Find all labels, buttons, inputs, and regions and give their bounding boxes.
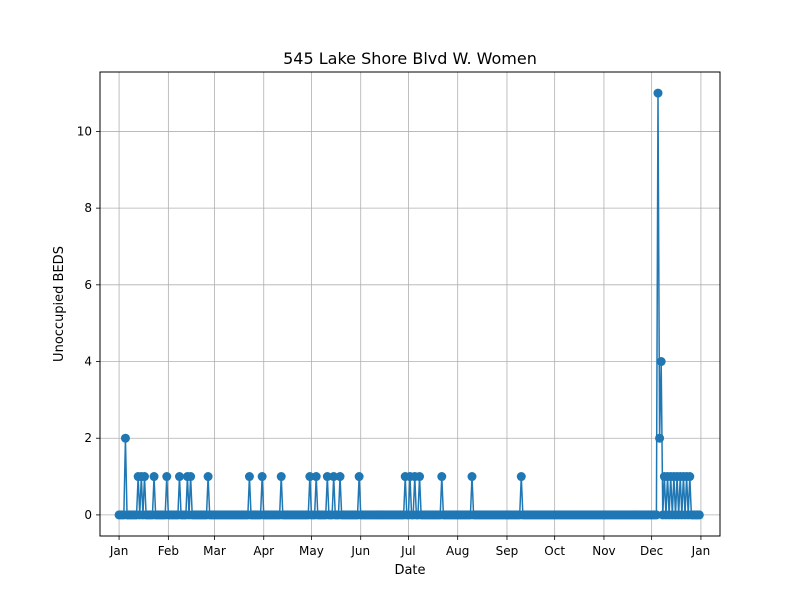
data-point [244, 472, 254, 482]
data-point [276, 472, 286, 482]
y-tick-label: 4 [84, 355, 92, 369]
data-point [140, 472, 150, 482]
data-point [162, 472, 172, 482]
data-point [437, 472, 447, 482]
data-point [257, 472, 267, 482]
x-tick-label: Sep [496, 544, 519, 558]
data-point [203, 472, 213, 482]
x-tick-label: Jun [350, 544, 370, 558]
data-point [651, 510, 661, 520]
data-point [335, 472, 345, 482]
data-point [467, 472, 477, 482]
data-point [694, 510, 704, 520]
y-tick-label: 0 [84, 508, 92, 522]
x-tick-label: Jan [109, 544, 129, 558]
data-point [186, 472, 196, 482]
data-point [656, 357, 666, 367]
y-tick-label: 6 [84, 278, 92, 292]
data-point [685, 472, 695, 482]
data-point [322, 472, 332, 482]
x-tick-label: Oct [544, 544, 565, 558]
plot-frame [99, 71, 721, 537]
data-point [653, 88, 663, 98]
data-point [149, 472, 159, 482]
data-point [311, 472, 321, 482]
x-tick-label: Feb [158, 544, 179, 558]
x-tick-label: Jan [691, 544, 711, 558]
y-tick-label: 8 [84, 201, 92, 215]
data-point [305, 472, 315, 482]
data-point [655, 433, 665, 443]
chart-title: 545 Lake Shore Blvd W. Women [283, 49, 537, 68]
x-tick-label: May [299, 544, 324, 558]
data-point [354, 472, 364, 482]
x-tick-label: Dec [640, 544, 663, 558]
data-point [329, 472, 339, 482]
x-tick-label: Jul [400, 544, 415, 558]
y-tick-label: 10 [77, 124, 92, 138]
y-axis-label: Unoccupied BEDS [52, 246, 67, 362]
x-tick-label: Mar [203, 544, 226, 558]
data-point [415, 472, 425, 482]
plot-series [114, 88, 704, 520]
y-tick-label: 2 [84, 431, 92, 445]
data-point [120, 433, 130, 443]
x-axis-label: Date [394, 563, 425, 578]
axis-ticks: Jan Feb Mar Apr May Jun Jul Aug Sep Oct Nov Dec Jan 0… [77, 124, 710, 558]
data-point [174, 472, 184, 482]
data-point [516, 472, 526, 482]
x-tick-label: Aug [446, 544, 469, 558]
x-tick-label: Apr [253, 544, 274, 558]
x-tick-label: Nov [592, 544, 615, 558]
